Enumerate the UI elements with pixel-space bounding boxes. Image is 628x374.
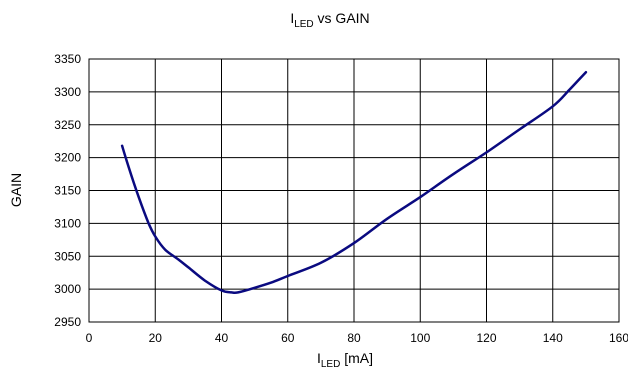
- y-tick-label: 2950: [54, 315, 81, 329]
- y-axis-label: GAIN: [8, 173, 24, 207]
- y-tick-label: 3100: [54, 216, 81, 230]
- plot-frame: [88, 58, 620, 323]
- chart-title: ILED vs GAIN: [290, 10, 369, 30]
- x-tick-label: 100: [410, 331, 430, 345]
- y-tick-label: 3350: [54, 52, 81, 66]
- grid-lines: [89, 59, 619, 322]
- x-tick-label: 20: [149, 331, 163, 345]
- series-layer: [120, 70, 588, 295]
- y-tick-label: 3200: [54, 151, 81, 165]
- x-tick-label: 0: [86, 331, 93, 345]
- x-axis-ticks: 0 20 40 60 80 100 120 140 160: [86, 331, 628, 345]
- x-tick-label: 120: [476, 331, 496, 345]
- x-tick-label: 60: [281, 331, 295, 345]
- y-tick-label: 3000: [54, 282, 81, 296]
- x-axis-label: ILED [mA]: [317, 350, 373, 370]
- y-tick-label: 3250: [54, 118, 81, 132]
- y-tick-label: 3150: [54, 184, 81, 198]
- y-tick-label: 3050: [54, 249, 81, 263]
- x-tick-label: 160: [609, 331, 628, 345]
- y-tick-label: 3300: [54, 85, 81, 99]
- x-tick-label: 40: [215, 331, 229, 345]
- x-tick-label: 140: [543, 331, 563, 345]
- y-axis-ticks: 2950 3000 3050 3100 3150 3200 3250 3300 3350: [54, 52, 81, 329]
- series-line: [120, 70, 588, 295]
- x-tick-label: 80: [347, 331, 361, 345]
